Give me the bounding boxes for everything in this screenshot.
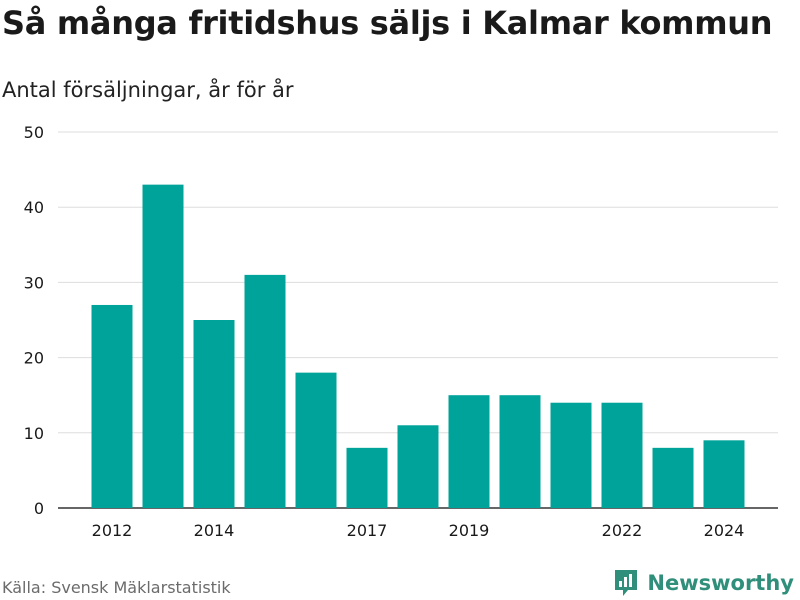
bar-2024	[703, 440, 745, 508]
bars	[91, 184, 745, 508]
bar-2013	[142, 184, 184, 508]
bar-2014	[193, 320, 235, 508]
y-tick-label-0: 0	[34, 499, 44, 518]
bar-chart: 0 10 20 30 40 50 2012 2014 2017 2019 2022 2024	[24, 123, 778, 540]
x-tick-label-2014: 2014	[194, 521, 235, 540]
chart-subtitle: Antal försäljningar, år för år	[2, 78, 294, 102]
bar-2012	[91, 304, 133, 508]
bar-2019	[448, 395, 490, 508]
y-tick-label-20: 20	[24, 349, 44, 368]
y-axis-tick-labels: 0 10 20 30 40 50	[24, 123, 44, 518]
y-tick-label-30: 30	[24, 273, 44, 292]
bar-2018	[397, 425, 439, 508]
bar-2023	[652, 447, 694, 508]
brand-name: Newsworthy	[647, 571, 794, 595]
x-tick-label-2024: 2024	[704, 521, 745, 540]
bar-2016	[295, 372, 337, 508]
chart-title: Så många fritidshus säljs i Kalmar kommu…	[2, 4, 773, 42]
bar-2022	[601, 402, 643, 508]
source-note: Källa: Svensk Mäklarstatistik	[2, 578, 231, 597]
y-tick-label-10: 10	[24, 424, 44, 443]
bar-2021	[550, 402, 592, 508]
y-tick-label-50: 50	[24, 123, 44, 142]
newsworthy-icon	[615, 570, 638, 596]
x-tick-label-2017: 2017	[347, 521, 388, 540]
y-tick-label-40: 40	[24, 198, 44, 217]
x-tick-label-2012: 2012	[92, 521, 133, 540]
bar-2020	[499, 395, 541, 508]
x-axis-tick-labels: 2012 2014 2017 2019 2022 2024	[92, 521, 745, 540]
bar-2015	[244, 274, 286, 508]
x-tick-label-2022: 2022	[602, 521, 643, 540]
bar-2017	[346, 447, 388, 508]
x-tick-label-2019: 2019	[449, 521, 490, 540]
brand-logo: Newsworthy	[613, 568, 794, 598]
